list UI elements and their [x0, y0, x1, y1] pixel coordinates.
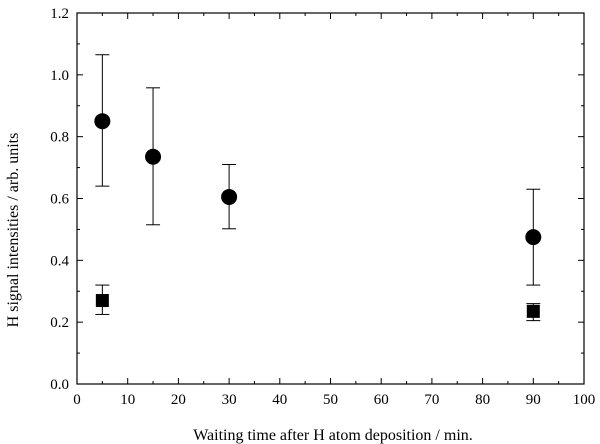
y-tick-label: 0.4 — [50, 253, 69, 269]
y-tick-label: 0.2 — [50, 315, 69, 331]
y-tick-label: 1.2 — [50, 6, 69, 22]
y-axis-title: H signal intensities / arb. units — [5, 133, 22, 328]
plot-axes: 0 10 20 30 40 50 60 70 80 90 100 0.0 0.2 0.4 0.6 0.8 1.0… — [50, 6, 595, 408]
x-axis-title: Waiting time after H atom deposition / m… — [193, 427, 473, 444]
y-tick-label: 0.6 — [50, 192, 69, 208]
x-tick-label: 40 — [272, 392, 287, 408]
data-point-square — [95, 294, 109, 308]
x-tick-label: 20 — [171, 392, 186, 408]
x-tick-label: 10 — [120, 392, 135, 408]
x-tick-label: 50 — [323, 392, 338, 408]
y-tick-label: 0.0 — [50, 377, 69, 393]
data-point-square — [526, 304, 540, 318]
y-tick-label: 1.0 — [50, 68, 69, 84]
x-tick-label: 0 — [73, 392, 81, 408]
data-point-circle — [94, 113, 111, 130]
data-point-circle — [145, 148, 162, 165]
data-point-circle — [221, 188, 238, 205]
x-tick-label: 90 — [526, 392, 541, 408]
x-tick-label: 60 — [374, 392, 389, 408]
y-tick-label: 0.8 — [50, 130, 69, 146]
x-tick-label: 100 — [573, 392, 596, 408]
data-point-circle — [525, 229, 542, 246]
x-tick-label: 30 — [222, 392, 237, 408]
plot-marks — [94, 54, 542, 322]
x-tick-label: 70 — [424, 392, 439, 408]
x-tick-label: 80 — [475, 392, 490, 408]
